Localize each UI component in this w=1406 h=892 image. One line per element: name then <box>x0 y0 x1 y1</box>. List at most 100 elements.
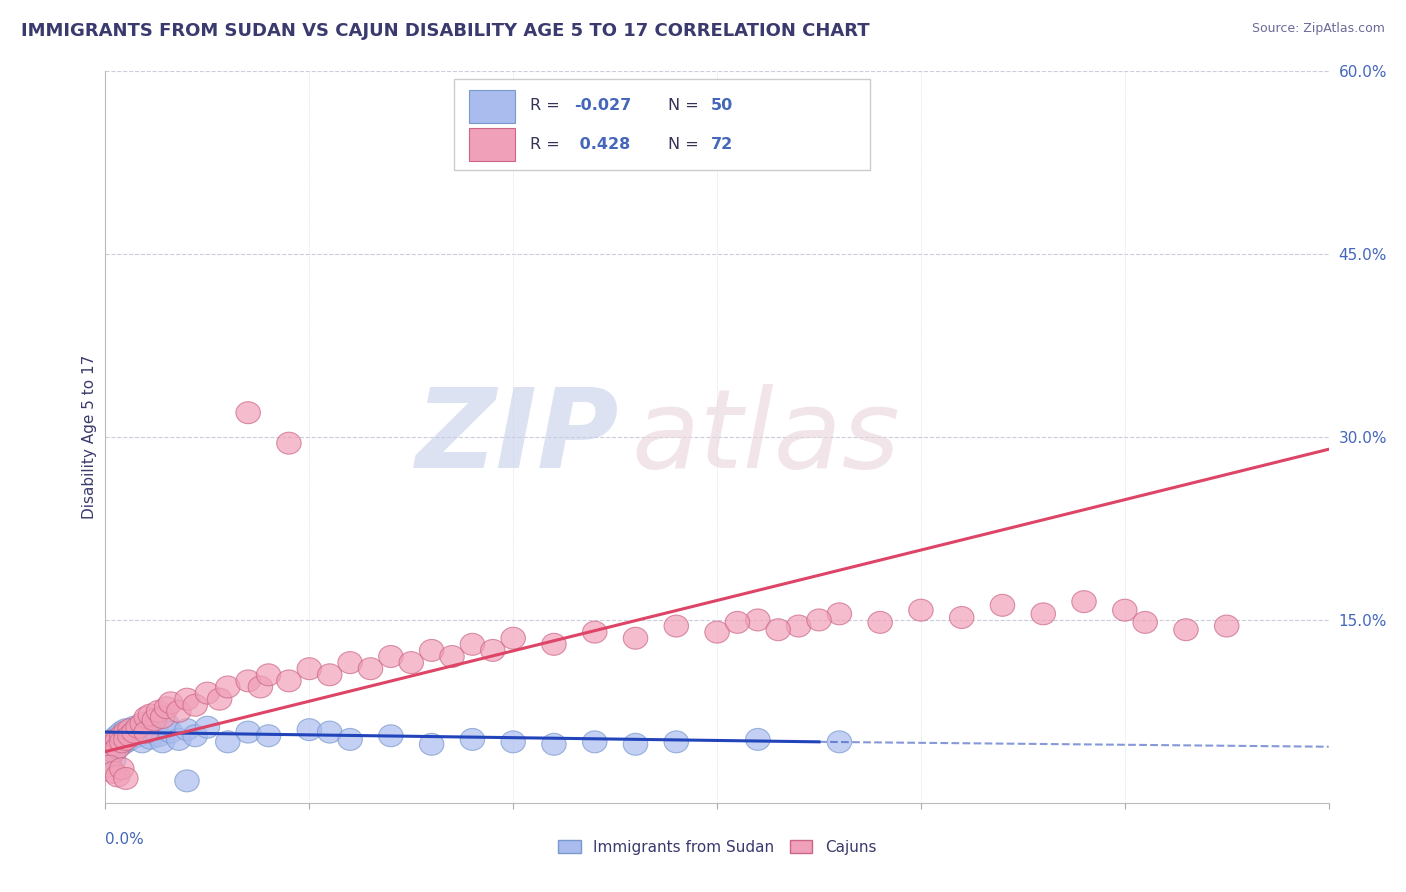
Ellipse shape <box>129 713 155 734</box>
Ellipse shape <box>105 729 129 750</box>
Ellipse shape <box>114 729 138 750</box>
Ellipse shape <box>297 657 322 680</box>
Ellipse shape <box>249 676 273 698</box>
Ellipse shape <box>101 749 127 771</box>
Ellipse shape <box>101 740 127 763</box>
Ellipse shape <box>1071 591 1097 613</box>
Ellipse shape <box>138 704 163 726</box>
Ellipse shape <box>118 725 142 747</box>
Ellipse shape <box>155 697 179 719</box>
Ellipse shape <box>105 765 129 787</box>
Ellipse shape <box>174 770 200 792</box>
Ellipse shape <box>159 721 183 743</box>
Ellipse shape <box>105 731 129 753</box>
Bar <box>468 128 515 161</box>
Ellipse shape <box>150 706 174 729</box>
Text: R =: R = <box>530 98 565 113</box>
Ellipse shape <box>101 740 127 763</box>
Ellipse shape <box>582 621 607 643</box>
Ellipse shape <box>97 731 122 753</box>
Ellipse shape <box>142 709 167 731</box>
Text: N =: N = <box>668 98 704 113</box>
Text: N =: N = <box>668 137 704 152</box>
Ellipse shape <box>150 731 174 753</box>
Ellipse shape <box>134 721 159 743</box>
Ellipse shape <box>481 640 505 661</box>
Ellipse shape <box>990 594 1015 616</box>
Ellipse shape <box>97 756 122 777</box>
Ellipse shape <box>138 727 163 749</box>
Ellipse shape <box>118 729 142 750</box>
Ellipse shape <box>359 657 382 680</box>
Ellipse shape <box>110 757 134 780</box>
Ellipse shape <box>297 719 322 740</box>
Ellipse shape <box>1174 619 1198 640</box>
Ellipse shape <box>419 733 444 756</box>
Ellipse shape <box>105 737 129 759</box>
Ellipse shape <box>725 611 749 633</box>
Ellipse shape <box>256 664 281 686</box>
Ellipse shape <box>277 433 301 454</box>
Text: R =: R = <box>530 137 565 152</box>
Ellipse shape <box>541 633 567 656</box>
Ellipse shape <box>195 682 219 704</box>
Ellipse shape <box>127 716 150 739</box>
Ellipse shape <box>908 599 934 621</box>
Ellipse shape <box>236 401 260 424</box>
Text: 50: 50 <box>711 98 733 113</box>
Ellipse shape <box>174 719 200 740</box>
Ellipse shape <box>183 725 208 747</box>
Ellipse shape <box>134 706 159 729</box>
Y-axis label: Disability Age 5 to 17: Disability Age 5 to 17 <box>82 355 97 519</box>
Ellipse shape <box>114 731 138 753</box>
Ellipse shape <box>167 700 191 723</box>
Ellipse shape <box>174 689 200 710</box>
Ellipse shape <box>110 725 134 747</box>
Ellipse shape <box>215 731 240 753</box>
Ellipse shape <box>337 729 363 750</box>
Ellipse shape <box>159 692 183 714</box>
Bar <box>468 90 515 122</box>
Ellipse shape <box>1215 615 1239 637</box>
Text: ZIP: ZIP <box>416 384 619 491</box>
Ellipse shape <box>582 731 607 753</box>
Ellipse shape <box>208 689 232 710</box>
Ellipse shape <box>114 767 138 789</box>
Text: Source: ZipAtlas.com: Source: ZipAtlas.com <box>1251 22 1385 36</box>
Ellipse shape <box>623 733 648 756</box>
Ellipse shape <box>155 713 179 734</box>
Text: atlas: atlas <box>631 384 900 491</box>
Ellipse shape <box>110 731 134 753</box>
Ellipse shape <box>419 640 444 661</box>
Ellipse shape <box>460 633 485 656</box>
Ellipse shape <box>114 725 138 747</box>
Ellipse shape <box>183 694 208 716</box>
Ellipse shape <box>97 731 122 753</box>
Ellipse shape <box>704 621 730 643</box>
Ellipse shape <box>101 733 127 756</box>
Ellipse shape <box>501 627 526 649</box>
Ellipse shape <box>1133 611 1157 633</box>
Legend: Immigrants from Sudan, Cajuns: Immigrants from Sudan, Cajuns <box>553 834 882 861</box>
Ellipse shape <box>1031 603 1056 624</box>
Ellipse shape <box>110 721 134 743</box>
Text: -0.027: -0.027 <box>574 98 631 113</box>
Ellipse shape <box>215 676 240 698</box>
Ellipse shape <box>236 670 260 692</box>
Ellipse shape <box>105 725 129 747</box>
Ellipse shape <box>745 609 770 631</box>
Text: IMMIGRANTS FROM SUDAN VS CAJUN DISABILITY AGE 5 TO 17 CORRELATION CHART: IMMIGRANTS FROM SUDAN VS CAJUN DISABILIT… <box>21 22 870 40</box>
Ellipse shape <box>949 607 974 629</box>
Ellipse shape <box>97 737 122 759</box>
Ellipse shape <box>167 729 191 750</box>
Ellipse shape <box>122 721 146 743</box>
Ellipse shape <box>114 721 138 743</box>
Ellipse shape <box>378 725 404 747</box>
Ellipse shape <box>122 716 146 739</box>
Ellipse shape <box>318 664 342 686</box>
Ellipse shape <box>101 733 127 756</box>
Ellipse shape <box>127 725 150 747</box>
Ellipse shape <box>134 721 159 743</box>
Ellipse shape <box>277 670 301 692</box>
Ellipse shape <box>114 719 138 740</box>
